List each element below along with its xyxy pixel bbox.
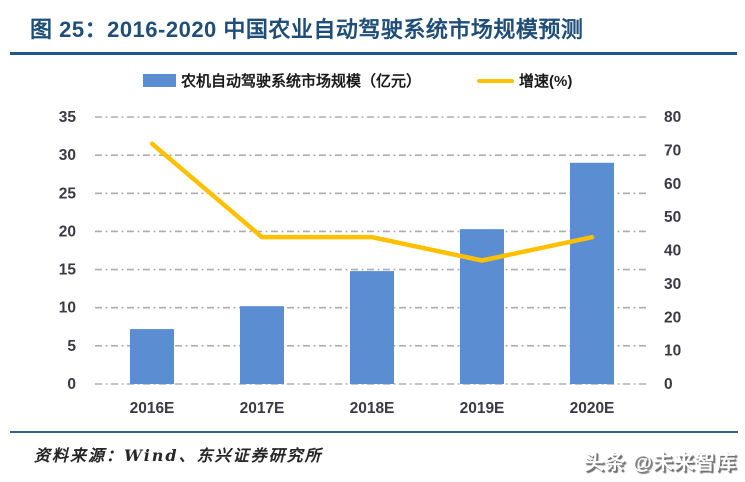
x-axis-label: 2019E [460,400,505,417]
right-axis-tick: 0 [664,376,673,393]
left-axis-tick: 15 [59,262,77,279]
legend-label-market-size: 农机自动驾驶系统市场规模（亿元） [181,73,422,90]
right-axis-tick: 60 [664,176,681,193]
legend-label-growth: 增速(%) [519,73,573,90]
x-axis-label: 2016E [130,400,175,417]
bar-2018E [350,271,394,384]
left-axis-tick: 10 [59,300,76,317]
title-underline [10,52,737,55]
x-axis-label: 2017E [240,400,285,417]
left-axis-tick: 20 [59,223,76,240]
x-axis-label: 2020E [570,400,615,417]
figure-title: 图 25：2016-2020 中国农业自动驾驶系统市场规模预测 [30,17,584,42]
left-axis-tick: 25 [59,185,77,202]
source-note: 资料来源：Wind、东兴证券研究所 [34,446,323,465]
bar-2017E [240,306,284,384]
left-axis-tick: 0 [67,376,76,393]
left-axis-tick: 5 [67,338,76,355]
bar-series-swatch-icon [143,74,176,87]
right-axis-tick: 10 [664,343,681,360]
x-axis-label: 2018E [350,400,395,417]
footer-divider [10,431,738,433]
right-axis-tick: 20 [664,309,681,326]
combo-chart: 0 5 10 15 20 25 30 35 0 10 20 30 40 50 60 70 80 2016E 2017… [59,109,682,417]
legend-item-growth: 增速(%) [477,70,572,91]
chart-legend: 农机自动驾驶系统市场规模（亿元） 增速(%) [0,70,745,94]
bar-2019E [460,229,504,384]
right-axis-tick: 70 [664,142,681,159]
right-axis-tick: 40 [664,243,681,260]
bar-2016E [130,329,174,384]
bar-2020E [570,162,614,384]
right-axis-tick: 80 [664,109,681,126]
right-axis-tick: 30 [664,276,681,293]
right-axis-tick: 50 [664,209,681,226]
line-series-swatch-icon [477,78,514,83]
growth-line [149,141,595,263]
legend-item-market-size: 农机自动驾驶系统市场规模（亿元） [143,70,421,91]
left-axis-tick: 30 [59,147,76,164]
watermark-badge: 头条 @未来智库 [583,452,737,474]
left-axis-tick: 35 [59,109,77,126]
